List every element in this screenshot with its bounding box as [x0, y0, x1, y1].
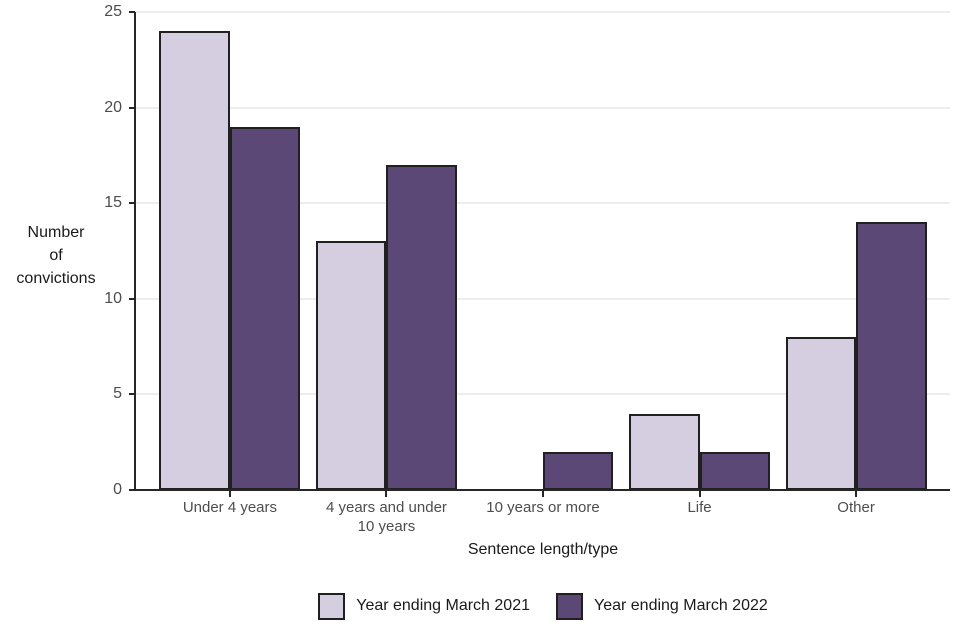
y-axis-line [134, 12, 136, 490]
gridline [136, 297, 950, 300]
x-tick [385, 491, 388, 497]
x-tick-label: Other [837, 499, 875, 516]
gridline [136, 393, 950, 396]
bar-2021-cat1 [159, 31, 230, 490]
bar-2022-cat2 [386, 164, 457, 490]
y-tick [129, 489, 135, 491]
bar-2021-cat5 [785, 337, 857, 490]
x-axis-title: Sentence length/type [467, 541, 619, 558]
y-tick-label: 0 [113, 481, 122, 498]
legend-swatch [318, 592, 346, 620]
bar-2021-cat4 [629, 413, 700, 490]
x-tick [855, 491, 858, 497]
x-tick-label: 10 years or more [486, 499, 600, 516]
x-tick-label: 4 years and under 10 years [325, 499, 447, 535]
bar-2022-cat4 [699, 451, 770, 490]
y-tick [129, 393, 135, 396]
y-tick [129, 106, 135, 109]
legend-item: Year ending March 2022 [556, 592, 768, 620]
y-tick [129, 297, 135, 300]
y-tick-label: 20 [104, 98, 122, 116]
y-tick [129, 202, 135, 205]
bar-2022-cat1 [229, 126, 301, 490]
y-tick-label: 15 [104, 194, 122, 212]
x-tick [698, 491, 701, 497]
x-tick [542, 491, 544, 497]
legend-label: Year ending March 2021 [356, 597, 530, 614]
bar-2022-cat5 [856, 222, 927, 490]
legend: Year ending March 2021 Year ending March … [136, 590, 950, 622]
x-tick [228, 491, 231, 497]
x-tick-label: Under 4 years [182, 499, 278, 516]
bar-2021-cat2 [316, 241, 387, 490]
y-tick [129, 11, 135, 13]
legend-item: Year ending March 2021 [318, 592, 530, 620]
y-axis-title: Number of convictions [16, 224, 96, 287]
x-axis-line [134, 489, 950, 491]
gridline [136, 202, 950, 205]
y-tick-label: 25 [104, 3, 122, 20]
bar-2022-cat3 [543, 451, 614, 490]
legend-label: Year ending March 2022 [594, 597, 768, 614]
y-tick-label: 5 [113, 385, 122, 403]
x-tick-label: Life [687, 499, 712, 516]
gridline [136, 11, 950, 13]
legend-swatch [556, 592, 583, 620]
plot-area [136, 11, 950, 490]
y-tick-label: 10 [104, 289, 122, 307]
gridline [136, 106, 950, 109]
